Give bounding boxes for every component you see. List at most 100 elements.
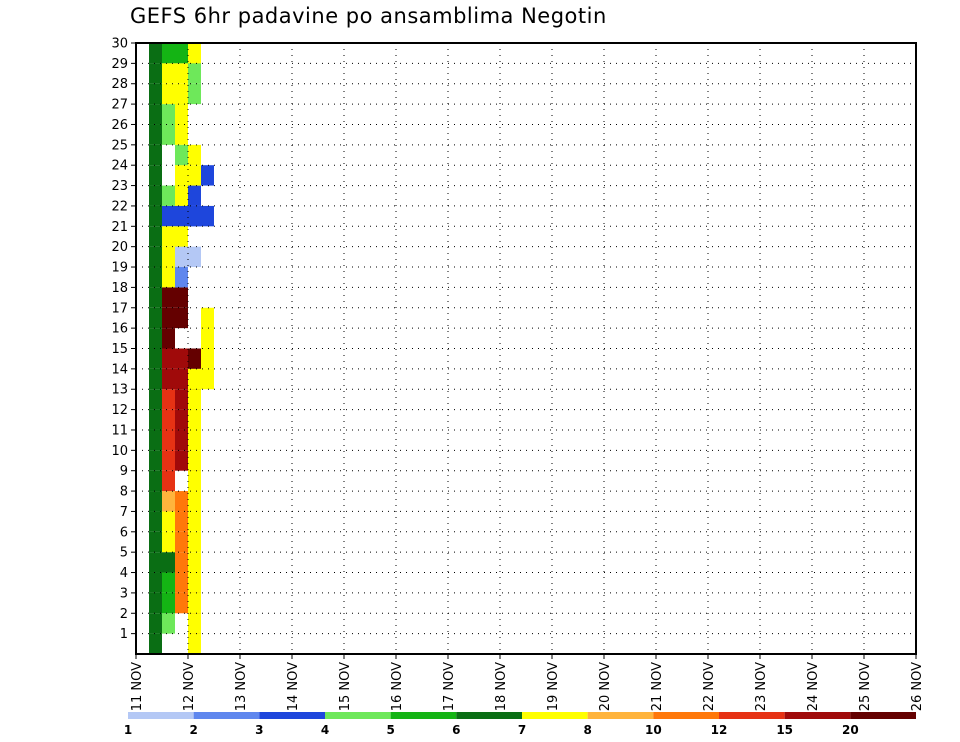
heatmap-cell xyxy=(201,205,214,227)
y-tick-label: 19 xyxy=(111,261,128,276)
y-tick-label: 7 xyxy=(120,505,128,520)
heatmap-cell xyxy=(162,63,175,84)
heatmap-cell xyxy=(149,592,162,614)
heatmap-cell xyxy=(201,368,214,390)
heatmap-cell xyxy=(149,43,162,64)
heatmap-cell xyxy=(188,470,201,492)
heatmap-cell xyxy=(162,348,175,369)
heatmap-cell xyxy=(175,63,188,84)
heatmap-cell xyxy=(188,491,201,512)
y-tick-label: 5 xyxy=(120,546,128,561)
y-tick-label: 4 xyxy=(120,566,128,581)
heatmap-cell xyxy=(188,43,201,64)
heatmap-cell xyxy=(188,429,201,451)
heatmap-cell xyxy=(175,246,188,268)
heatmap-cell xyxy=(175,267,188,288)
heatmap-cell xyxy=(188,592,201,614)
legend-swatch xyxy=(719,712,785,719)
heatmap-cell xyxy=(188,531,201,553)
heatmap-cell xyxy=(175,429,188,451)
heatmap-cell xyxy=(149,389,162,410)
heatmap-cell xyxy=(188,511,201,532)
heatmap-cell xyxy=(149,450,162,471)
heatmap-cell xyxy=(162,287,175,308)
heatmap-cell xyxy=(162,205,175,227)
heatmap-cell xyxy=(188,144,201,166)
heatmap-cell xyxy=(162,389,175,410)
heatmap-cell xyxy=(175,124,188,145)
y-tick-label: 1 xyxy=(120,627,128,642)
legend-swatch xyxy=(259,712,325,719)
heatmap-cell xyxy=(162,511,175,532)
heatmap-cell xyxy=(162,43,175,64)
heatmap-cell xyxy=(175,368,188,390)
x-tick-label: 26 NOV xyxy=(910,662,925,711)
y-tick-label: 12 xyxy=(111,403,128,418)
legend-label: 10 xyxy=(645,723,662,737)
heatmap-cell xyxy=(149,287,162,308)
y-tick-label: 17 xyxy=(111,301,128,316)
heatmap-cell xyxy=(149,368,162,390)
legend-label: 20 xyxy=(842,723,859,737)
heatmap-cell xyxy=(175,511,188,532)
y-tick-label: 8 xyxy=(120,485,128,500)
heatmap-cells xyxy=(149,43,214,654)
heatmap-cell xyxy=(149,246,162,268)
legend-label: 8 xyxy=(583,723,591,737)
legend-swatch xyxy=(587,712,654,719)
chart-title: GEFS 6hr padavine po ansamblima Negotin xyxy=(130,4,607,28)
heatmap-cell xyxy=(149,226,162,247)
heatmap-cell xyxy=(175,348,188,369)
y-tick-label: 27 xyxy=(111,98,128,113)
heatmap-cell xyxy=(149,165,162,186)
heatmap-cell xyxy=(188,83,201,105)
y-tick-label: 11 xyxy=(111,423,128,438)
heatmap-cell xyxy=(149,552,162,573)
legend-label: 6 xyxy=(452,723,460,737)
heatmap-cell xyxy=(162,267,175,288)
heatmap-cell xyxy=(201,165,214,186)
heatmap-cell xyxy=(201,328,214,349)
legend-swatch xyxy=(850,712,916,719)
heatmap-cell xyxy=(175,389,188,410)
heatmap-cell xyxy=(149,267,162,288)
legend-swatch xyxy=(325,712,391,719)
heatmap-cell xyxy=(149,328,162,349)
heatmap-cell xyxy=(149,470,162,492)
y-tick-label: 9 xyxy=(120,464,128,479)
legend-label: 4 xyxy=(321,723,329,737)
heatmap-cell xyxy=(188,205,201,227)
x-tick-label: 12 NOV xyxy=(182,662,197,711)
heatmap-cell xyxy=(162,429,175,451)
heatmap-cell xyxy=(162,83,175,105)
heatmap-cell xyxy=(188,613,201,634)
heatmap-cell xyxy=(162,592,175,614)
heatmap-cell xyxy=(188,409,201,430)
heatmap-cell xyxy=(175,552,188,573)
legend-swatch xyxy=(522,712,588,719)
heatmap-cell xyxy=(175,205,188,227)
x-tick-label: 25 NOV xyxy=(858,662,873,711)
heatmap-cell xyxy=(162,104,175,125)
heatmap-cell xyxy=(188,552,201,573)
heatmap-cell xyxy=(149,613,162,634)
heatmap-cell xyxy=(201,307,214,329)
heatmap-cell xyxy=(149,491,162,512)
heatmap-cell xyxy=(162,491,175,512)
heatmap-cell xyxy=(162,531,175,553)
heatmap-cell xyxy=(162,246,175,268)
heatmap-cell xyxy=(201,348,214,369)
color-legend: 1 2 3 4 5 6 7 8 10 12 15 20 xyxy=(124,712,916,737)
y-tick-label: 18 xyxy=(111,281,128,296)
legend-label: 5 xyxy=(386,723,394,737)
heatmap-cell xyxy=(149,185,162,206)
heatmap-cell xyxy=(149,633,162,654)
heatmap-cell xyxy=(149,511,162,532)
heatmap-cell xyxy=(175,307,188,329)
heatmap-cell xyxy=(149,144,162,166)
heatmap-cell xyxy=(175,450,188,471)
heatmap-cell xyxy=(149,205,162,227)
legend-label: 1 xyxy=(124,723,132,737)
grid-lines xyxy=(136,42,916,654)
